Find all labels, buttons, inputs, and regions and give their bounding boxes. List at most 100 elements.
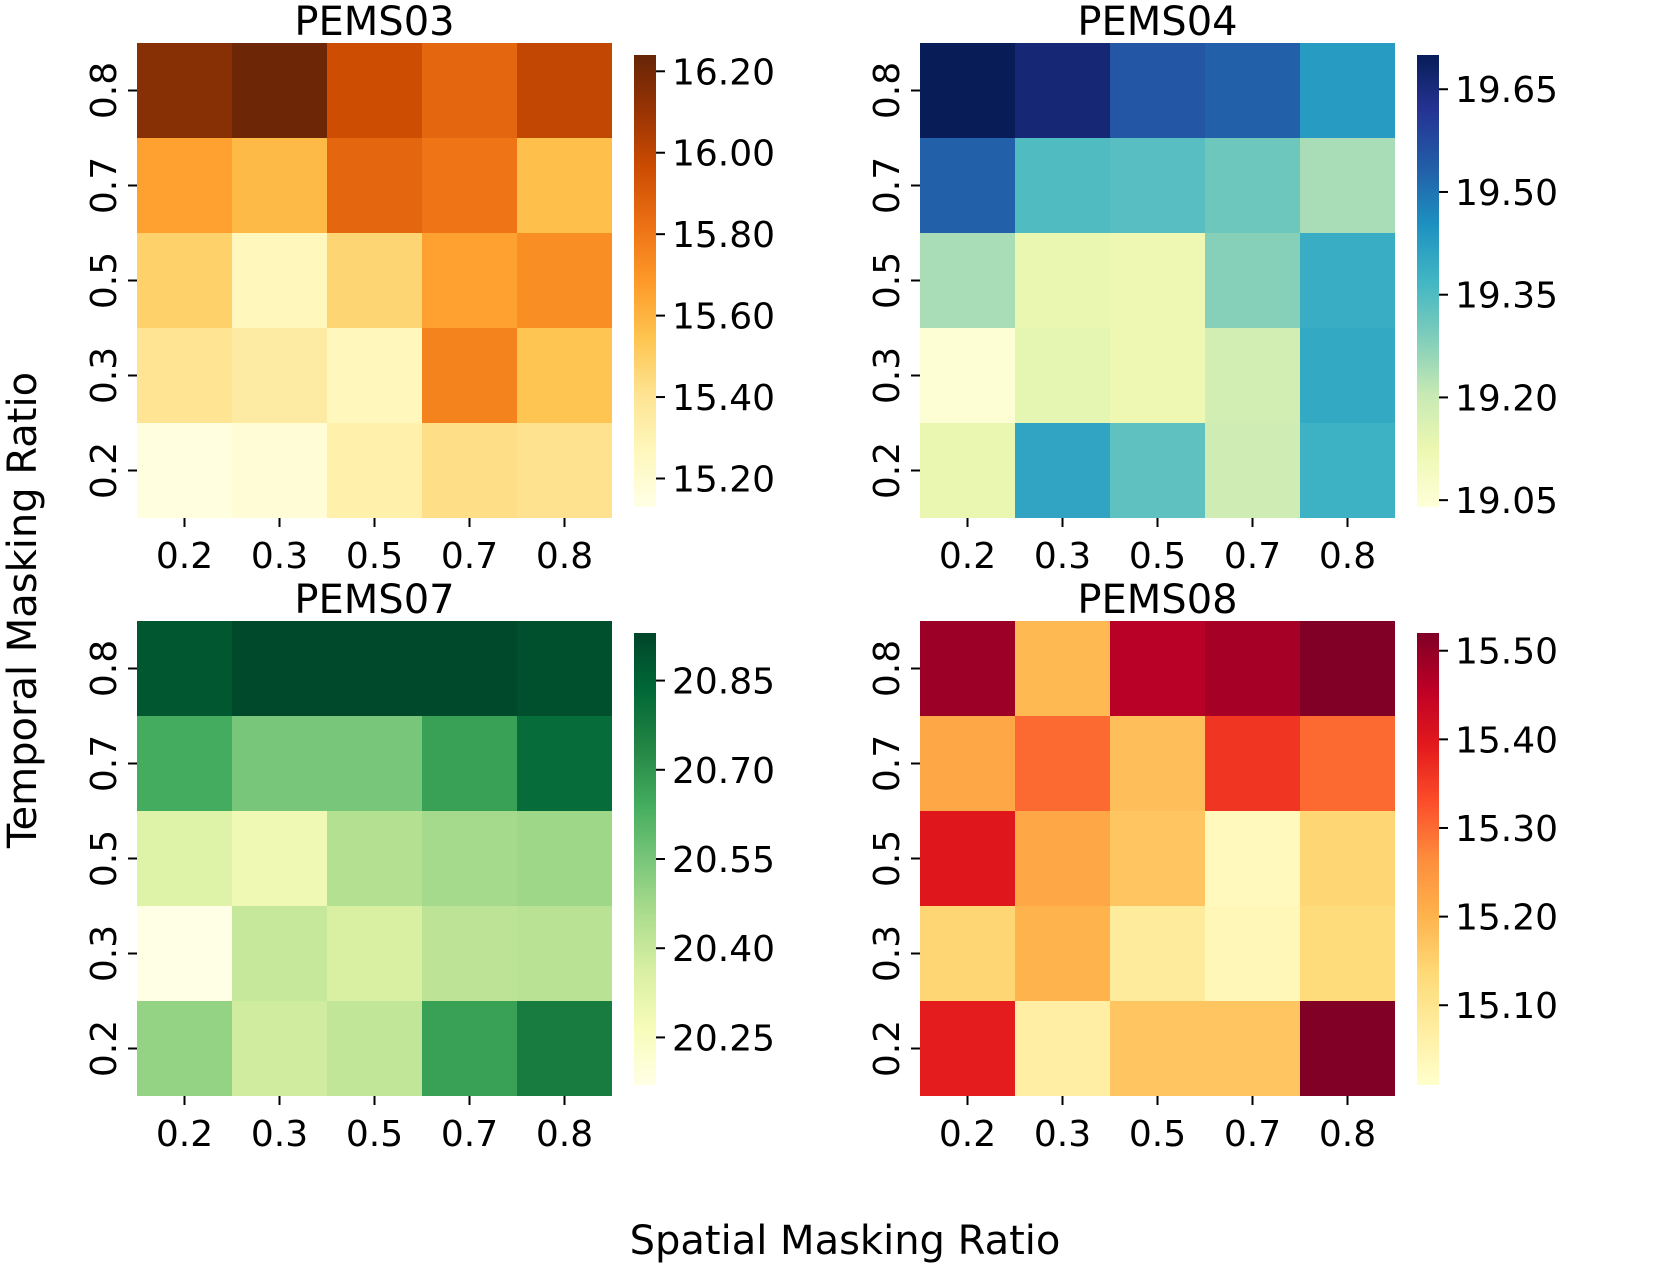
heatmap-cell-pems03-r3c0 — [137, 328, 232, 423]
heatmap-cell-pems07-r1c2 — [327, 716, 422, 811]
heatmap-cell-pems03-r4c0 — [137, 423, 232, 518]
x-tick-label-pems04-1: 0.3 — [1034, 536, 1091, 577]
heatmap-cell-pems08-r2c4 — [1300, 811, 1395, 906]
heatmap-cell-pems03-r4c4 — [517, 423, 612, 518]
heatmap-cell-pems04-r2c0 — [920, 233, 1015, 328]
colorbar-tick-label-pems07-4: 20.25 — [672, 1018, 775, 1059]
heatmap-cell-pems07-r0c0 — [137, 621, 232, 716]
heatmap-cell-pems07-r3c3 — [422, 906, 517, 1001]
y-tick-label-pems04-2: 0.5 — [867, 252, 908, 309]
heatmap-cell-pems04-r0c2 — [1110, 43, 1205, 138]
heatmap-cell-pems03-r1c1 — [232, 138, 327, 233]
heatmap-cell-pems07-r3c0 — [137, 906, 232, 1001]
heatmap-cell-pems07-r3c2 — [327, 906, 422, 1001]
x-tick-label-pems07-0: 0.2 — [156, 1114, 213, 1155]
heatmap-cell-pems07-r0c2 — [327, 621, 422, 716]
heatmap-cell-pems03-r2c0 — [137, 233, 232, 328]
colorbar-tick-label-pems03-0: 16.20 — [672, 52, 775, 93]
chart-title-pems07: PEMS07 — [294, 577, 454, 623]
heatmap-cell-pems07-r0c1 — [232, 621, 327, 716]
heatmap-cell-pems08-r2c0 — [920, 811, 1015, 906]
heatmap-cell-pems08-r4c2 — [1110, 1001, 1205, 1096]
heatmap-cell-pems04-r0c4 — [1300, 43, 1395, 138]
heatmap-pems07: PEMS07 0.2 0.3 0.5 0.7 0.8 0.8 0.7 0.5 0.3 0.2 20.8… — [84, 577, 775, 1155]
heatmap-cell-pems07-r1c4 — [517, 716, 612, 811]
heatmap-cell-pems08-r1c2 — [1110, 716, 1205, 811]
heatmap-cell-pems07-r4c3 — [422, 1001, 517, 1096]
y-tick-label-pems07-1: 0.7 — [84, 735, 125, 792]
heatmap-cell-pems03-r4c1 — [232, 423, 327, 518]
y-tick-label-pems07-4: 0.2 — [84, 1020, 125, 1077]
heatmap-cell-pems03-r3c3 — [422, 328, 517, 423]
chart-title-pems03: PEMS03 — [294, 0, 454, 45]
heatmap-cell-pems03-r0c4 — [517, 43, 612, 138]
y-tick-label-pems04-1: 0.7 — [867, 157, 908, 214]
heatmap-pems03: PEMS03 0.2 0.3 0.5 0.7 0.8 0.8 0.7 0.5 0.3 0.2 16.2… — [84, 0, 775, 577]
y-tick-label-pems07-0: 0.8 — [84, 640, 125, 697]
heatmap-cell-pems08-r1c1 — [1015, 716, 1110, 811]
heatmap-cell-pems08-r3c4 — [1300, 906, 1395, 1001]
heatmap-cell-pems03-r2c2 — [327, 233, 422, 328]
y-tick-label-pems03-0: 0.8 — [84, 62, 125, 119]
heatmap-cell-pems04-r2c2 — [1110, 233, 1205, 328]
colorbar-pems03 — [634, 55, 656, 507]
colorbar-tick-label-pems07-1: 20.70 — [672, 751, 775, 792]
heatmap-cell-pems03-r2c4 — [517, 233, 612, 328]
heatmap-cell-pems08-r4c0 — [920, 1001, 1015, 1096]
x-tick-label-pems03-1: 0.3 — [251, 536, 308, 577]
heatmap-cell-pems07-r0c4 — [517, 621, 612, 716]
heatmap-cell-pems03-r0c2 — [327, 43, 422, 138]
colorbar-tick-label-pems08-4: 15.10 — [1455, 986, 1558, 1027]
x-tick-label-pems04-0: 0.2 — [939, 536, 996, 577]
x-tick-label-pems03-2: 0.5 — [346, 536, 403, 577]
heatmap-cell-pems08-r3c3 — [1205, 906, 1300, 1001]
colorbar-tick-label-pems08-0: 15.50 — [1455, 632, 1558, 673]
heatmap-cell-pems04-r3c0 — [920, 328, 1015, 423]
y-tick-label-pems03-1: 0.7 — [84, 157, 125, 214]
heatmap-cell-pems04-r4c0 — [920, 423, 1015, 518]
y-tick-label-pems07-3: 0.3 — [84, 925, 125, 982]
y-tick-label-pems03-2: 0.5 — [84, 252, 125, 309]
heatmap-cell-pems03-r3c4 — [517, 328, 612, 423]
heatmap-cell-pems04-r1c1 — [1015, 138, 1110, 233]
y-tick-label-pems04-4: 0.2 — [867, 442, 908, 499]
heatmap-cell-pems04-r2c3 — [1205, 233, 1300, 328]
heatmap-cell-pems04-r3c2 — [1110, 328, 1205, 423]
colorbar-tick-label-pems04-1: 19.50 — [1455, 173, 1558, 214]
x-tick-label-pems04-4: 0.8 — [1319, 536, 1376, 577]
heatmap-cell-pems04-r0c1 — [1015, 43, 1110, 138]
colorbar-tick-label-pems07-2: 20.55 — [672, 840, 775, 881]
heatmap-cell-pems03-r4c2 — [327, 423, 422, 518]
y-tick-label-pems04-3: 0.3 — [867, 347, 908, 404]
chart-title-pems08: PEMS08 — [1077, 577, 1237, 623]
x-tick-label-pems03-3: 0.7 — [441, 536, 498, 577]
heatmap-cell-pems04-r2c4 — [1300, 233, 1395, 328]
heatmap-cell-pems04-r1c2 — [1110, 138, 1205, 233]
heatmap-cell-pems04-r4c1 — [1015, 423, 1110, 518]
heatmap-cell-pems04-r4c4 — [1300, 423, 1395, 518]
heatmap-cell-pems07-r1c0 — [137, 716, 232, 811]
heatmap-cell-pems04-r4c3 — [1205, 423, 1300, 518]
x-tick-label-pems07-4: 0.8 — [536, 1114, 593, 1155]
heatmap-cell-pems08-r2c2 — [1110, 811, 1205, 906]
y-tick-label-pems08-2: 0.5 — [867, 830, 908, 887]
heatmap-cell-pems08-r0c2 — [1110, 621, 1205, 716]
x-tick-label-pems08-0: 0.2 — [939, 1114, 996, 1155]
heatmap-pems08: PEMS08 0.2 0.3 0.5 0.7 0.8 0.8 0.7 0.5 0.3 0.2 15.5… — [867, 577, 1558, 1155]
heatmap-cell-pems07-r3c4 — [517, 906, 612, 1001]
heatmap-cell-pems07-r4c0 — [137, 1001, 232, 1096]
heatmap-cell-pems04-r4c2 — [1110, 423, 1205, 518]
heatmap-cell-pems07-r4c2 — [327, 1001, 422, 1096]
heatmap-cell-pems08-r2c3 — [1205, 811, 1300, 906]
heatmap-cell-pems08-r0c3 — [1205, 621, 1300, 716]
heatmap-cell-pems03-r2c1 — [232, 233, 327, 328]
heatmap-cell-pems04-r3c3 — [1205, 328, 1300, 423]
heatmap-cell-pems07-r0c3 — [422, 621, 517, 716]
x-tick-label-pems08-1: 0.3 — [1034, 1114, 1091, 1155]
x-tick-label-pems04-3: 0.7 — [1224, 536, 1281, 577]
heatmap-cell-pems08-r4c4 — [1300, 1001, 1395, 1096]
heatmap-cell-pems08-r0c1 — [1015, 621, 1110, 716]
heatmap-cell-pems07-r2c3 — [422, 811, 517, 906]
heatmap-cell-pems03-r1c3 — [422, 138, 517, 233]
x-tick-label-pems03-0: 0.2 — [156, 536, 213, 577]
